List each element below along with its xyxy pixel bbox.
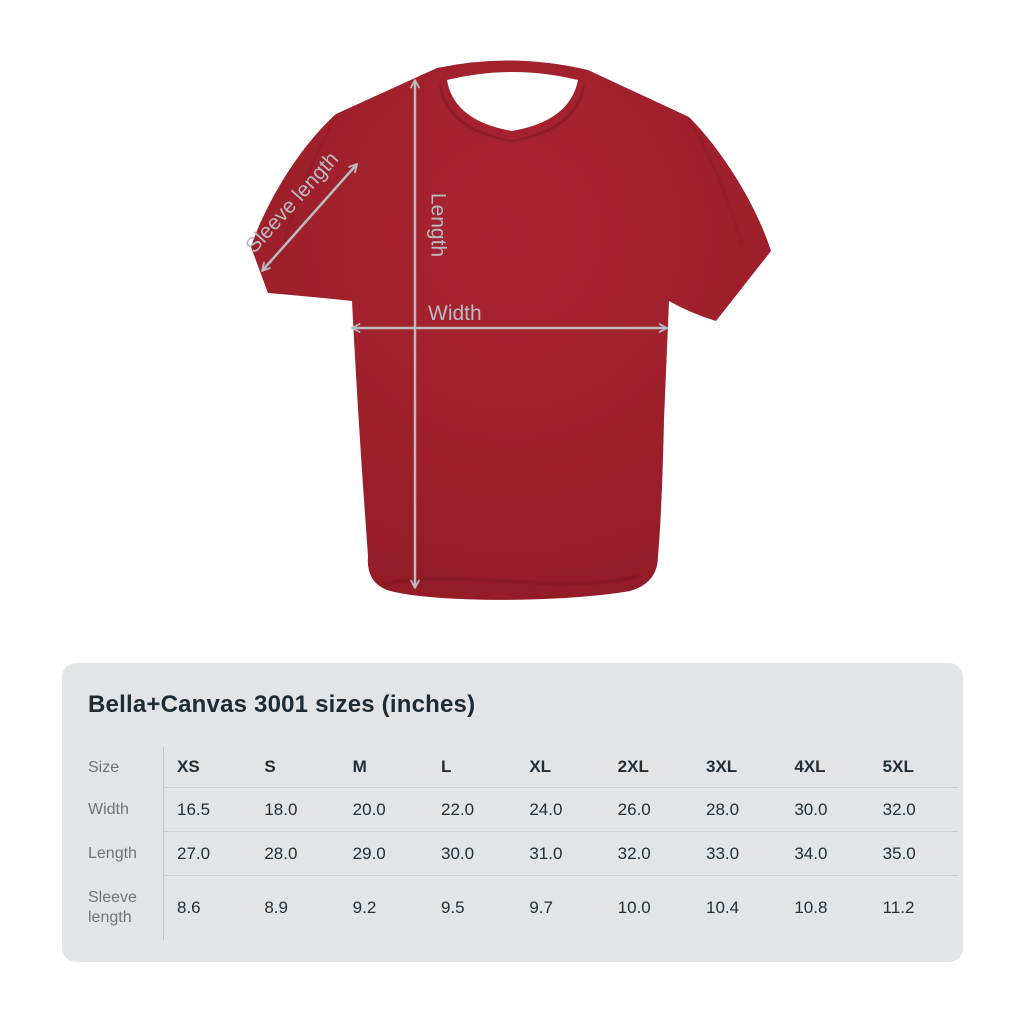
width-value-2xl: 26.0 [604, 788, 693, 832]
sleeve-value-xl: 9.7 [529, 898, 553, 917]
width-value-xl: 24.0 [516, 788, 605, 832]
size-col-header-l: L [428, 747, 517, 788]
length-value-3xl: 33.0 [693, 832, 782, 876]
size-col-header-m: M [339, 747, 428, 788]
length-value-5xl: 35.0 [869, 832, 958, 876]
width-value-xs: 16.5 [163, 788, 252, 832]
length-value-4xl: 34.0 [781, 832, 870, 876]
row-label-length: Length [88, 845, 137, 862]
sleeve-value-l: 9.5 [441, 898, 465, 917]
size-col-header-xl: XL [516, 747, 605, 788]
width-label: Width [428, 302, 482, 325]
size-col-header-s: S [251, 747, 340, 788]
width-value-s: 18.0 [251, 788, 340, 832]
length-value-s: 28.0 [251, 832, 340, 876]
sleeve-value-s: 8.9 [264, 898, 288, 917]
size-corner-label: Size [88, 758, 120, 776]
width-value-4xl: 30.0 [781, 788, 870, 832]
length-label: Length [426, 193, 449, 257]
length-value-2xl: 32.0 [604, 832, 693, 876]
width-value-5xl: 32.0 [869, 788, 958, 832]
size-table: Size XS S M L XL 2XL 3XL 4XL 5XL Width 1… [62, 747, 958, 940]
width-value-m: 20.0 [339, 788, 428, 832]
sleeve-value-2xl: 10.0 [617, 898, 651, 917]
size-col-header-2xl: 2XL [604, 747, 693, 788]
sleeve-value-3xl: 10.4 [706, 898, 740, 917]
sleeve-value-4xl: 10.8 [794, 898, 828, 917]
length-value-xl: 31.0 [516, 832, 605, 876]
width-value-3xl: 28.0 [693, 788, 782, 832]
length-value-l: 30.0 [428, 832, 517, 876]
length-value-xs: 27.0 [163, 832, 252, 876]
sleeve-value-m: 9.2 [352, 898, 377, 917]
size-col-header-xs: XS [163, 747, 252, 788]
right-sleeve-seam [687, 118, 744, 245]
size-col-header-4xl: 4XL [781, 747, 870, 788]
row-label-width: Width [88, 801, 129, 818]
width-value-l: 22.0 [428, 788, 517, 832]
size-col-header-3xl: 3XL [693, 747, 782, 788]
row-label-sleeve-length: Sleeve length [88, 889, 137, 926]
size-chart-card: Bella+Canvas 3001 sizes (inches) Size XS… [62, 663, 963, 962]
collar-seam [438, 85, 586, 143]
length-value-m: 29.0 [339, 832, 428, 876]
size-col-header-5xl: 5XL [869, 747, 958, 788]
size-chart-title: Bella+Canvas 3001 sizes (inches) [88, 691, 476, 718]
sleeve-value-xs: 8.6 [163, 876, 251, 940]
sleeve-length-arrow [261, 163, 358, 272]
tshirt-measurement-figure: Length Width Sleeve length [241, 60, 771, 600]
sleeve-value-5xl: 11.2 [882, 898, 915, 917]
tshirt-figure-svg: Length Width Sleeve length [241, 60, 771, 600]
